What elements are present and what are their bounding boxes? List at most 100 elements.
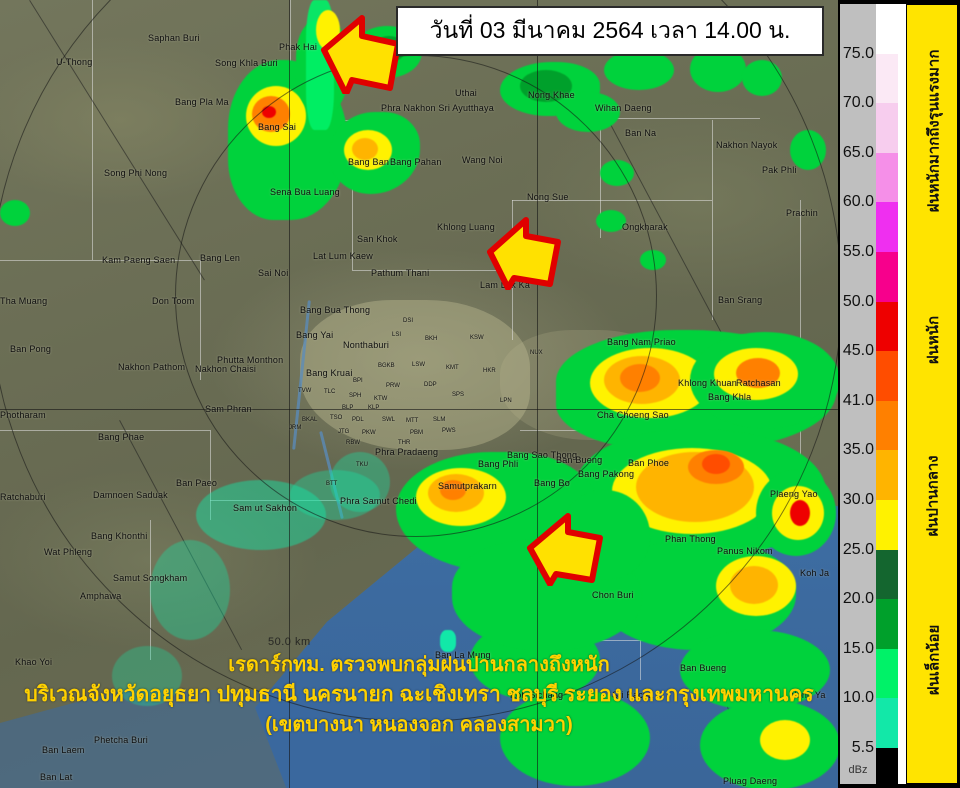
map-district-label: SPH	[349, 393, 362, 399]
legend-color-swatch	[876, 500, 898, 551]
map-place-label: Tha Muang	[0, 296, 48, 306]
map-district-label: RBW	[346, 440, 360, 446]
arrow-central[interactable]	[484, 214, 564, 290]
legend-color-swatch	[876, 549, 898, 600]
datetime-title-box: วันที่ 03 มีนาคม 2564 เวลา 14.00 น.	[396, 6, 824, 56]
arrow-north[interactable]	[318, 14, 404, 94]
crosshair-vertical	[289, 0, 290, 788]
map-district-label: KSW	[470, 335, 484, 341]
map-place-label: San Khok	[357, 234, 398, 244]
legend-category-label: ฝนเล็กน้อย	[925, 624, 942, 695]
map-place-label: Bang Sai	[258, 122, 297, 132]
map-place-label: Khlong Luang	[437, 222, 495, 232]
map-district-label: TKU	[356, 462, 368, 468]
legend-color-swatch	[876, 103, 898, 154]
legend-tick-label: 25.0	[842, 540, 874, 558]
map-place-label: Khao Yoi	[15, 657, 53, 667]
map-place-label: Ban Na	[625, 128, 657, 138]
map-place-label: Ban La Mung	[435, 650, 491, 660]
map-place-label: Bang Pla Ma	[175, 97, 229, 107]
map-place-label: Sri Racha	[612, 690, 654, 700]
legend-tick-label: 10.0	[842, 689, 874, 707]
map-place-label: Ratchasan	[736, 378, 781, 388]
legend-tick-label: 41.0	[842, 391, 874, 409]
legend-color-swatch	[876, 4, 898, 55]
arrow-south[interactable]	[524, 508, 606, 586]
legend-category-label: ฝนหนัก	[925, 315, 942, 364]
legend-panel: 75.0 70.0 65.0 60.0 55.0 50.0 45.0 41.0 35.0 30.0…	[838, 0, 960, 788]
map-place-label: Sena Bua Luang	[270, 187, 340, 197]
legend-divider	[898, 4, 906, 784]
legend-unit-label: dBz	[848, 764, 868, 776]
legend-category-label: ฝนปานกลาง	[925, 455, 943, 537]
map-place-label: Bang Sao Thong	[507, 450, 578, 460]
map-place-label: Uthai	[455, 88, 478, 98]
map-district-label: PRW	[386, 383, 400, 389]
map-place-label: Nakhon Nayok	[716, 140, 778, 150]
legend-tick-label: 75.0	[842, 44, 874, 62]
map-place-label: Phak Hai	[279, 42, 318, 52]
map-place-label: Wat Phleng	[44, 547, 93, 557]
echo-cell	[112, 646, 182, 706]
map-place-label: Chon Buri	[592, 590, 634, 600]
radar-map[interactable]: 50.0 km Saphan Buri U-Thong Song Phi Nong B…	[0, 0, 838, 788]
page-title: วันที่ 03 มีนาคม 2564 เวลา 14.00 น.	[429, 17, 791, 43]
legend-color-swatch	[876, 202, 898, 253]
map-place-label: Pak Phli	[762, 165, 797, 175]
map-district-label: TSO	[330, 415, 343, 421]
legend-tick-label: 20.0	[842, 590, 874, 608]
map-place-label: Photharam	[0, 410, 46, 420]
map-place-label: Bang Bua Thong	[300, 305, 371, 315]
map-place-label: Bang Phae	[98, 432, 145, 442]
echo-cell	[760, 720, 810, 760]
map-district-label: SWL	[382, 417, 396, 423]
map-place-label: Wang Noi	[462, 155, 503, 165]
map-place-label: Bang Khla	[708, 392, 752, 402]
map-district-label: DSI	[403, 318, 414, 324]
legend-color-swatch	[876, 599, 898, 650]
map-place-label: Bang Phli	[478, 459, 519, 469]
map-place-label: Phan Thong	[665, 534, 716, 544]
map-place-label: Bang Pakong	[578, 469, 635, 479]
map-place-label: Phra Nakhon Sri Ayutthaya	[381, 103, 494, 113]
legend-color-swatch	[876, 698, 898, 749]
map-place-label: Plaeng Yao	[770, 489, 818, 499]
map-place-label: Koh Ja	[800, 568, 830, 578]
map-district-label: HKR	[483, 368, 496, 374]
map-district-label: TLC	[324, 389, 336, 395]
map-district-label: SLM	[433, 417, 446, 423]
map-district-label: BTT	[326, 481, 338, 487]
map-district-label: PKW	[362, 430, 376, 436]
range-ring-outer	[0, 0, 838, 722]
map-place-label: Damnoen Saduak	[93, 490, 168, 500]
legend-tick-label: 35.0	[842, 441, 874, 459]
map-place-label: U-Thong	[56, 57, 93, 67]
map-place-label: Song Phi Nong	[104, 168, 168, 178]
map-place-label: Song Khla Buri	[215, 58, 278, 68]
map-place-label: Bang Nam Priao	[607, 337, 676, 347]
legend-tick-column: 75.0 70.0 65.0 60.0 55.0 50.0 45.0 41.0 35.0 30.0…	[840, 4, 876, 784]
map-place-label: Ratchaburi	[0, 492, 46, 502]
map-place-label: Bang Len	[200, 253, 241, 263]
map-place-label: Phra Pradaeng	[375, 447, 439, 457]
map-place-label: Ban Lat	[40, 772, 73, 782]
map-place-label: Prachin	[786, 208, 818, 218]
map-place-label: Bang Khonthi	[91, 531, 148, 541]
map-place-label: Nonthaburi	[343, 340, 390, 350]
map-district-label: LPN	[500, 398, 512, 404]
map-district-label: BPI	[353, 378, 363, 384]
map-district-label: KLP	[368, 405, 380, 411]
map-place-label: Ongkharak	[622, 222, 668, 232]
map-district-label: SPS	[452, 392, 465, 398]
map-district-label: JRM	[289, 425, 302, 431]
legend-color-swatch	[876, 301, 898, 352]
legend-inner: 75.0 70.0 65.0 60.0 55.0 50.0 45.0 41.0 35.0 30.0…	[840, 4, 958, 784]
map-place-label: Nakhon Chaisi	[195, 364, 257, 374]
map-district-label: MTT	[406, 418, 419, 424]
map-district-label: LSW	[412, 362, 426, 368]
map-place-label: Ban Paeo	[176, 478, 218, 488]
map-place-label: Cha Choeng Sao	[597, 410, 669, 420]
map-district-label: JTG	[338, 429, 350, 435]
echo-cell	[790, 500, 810, 526]
